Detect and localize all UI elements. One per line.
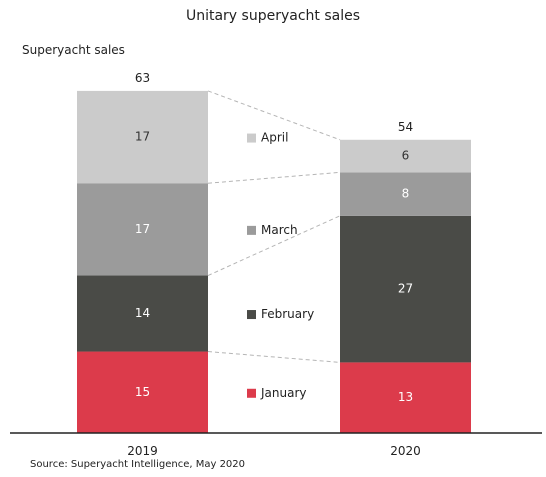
segment-value-april-2020: 6 xyxy=(402,149,410,163)
bar-segment-april-2020 xyxy=(340,139,471,173)
segment-value-january-2019: 15 xyxy=(135,385,150,399)
source-note: Source: Superyacht Intelligence, May 202… xyxy=(30,459,246,470)
bar-segment-february-2019 xyxy=(77,275,208,352)
connector-line xyxy=(207,215,341,276)
legend-swatch-february xyxy=(247,310,256,320)
segment-value-february-2020: 27 xyxy=(398,282,413,296)
total-label-2020: 54 xyxy=(398,120,413,134)
segment-value-april-2019: 17 xyxy=(135,130,150,144)
legend-swatch-january xyxy=(247,388,256,398)
bar-segment-march-2019 xyxy=(77,183,208,276)
bar-segment-january-2019 xyxy=(77,351,208,433)
total-label-2019: 63 xyxy=(135,71,150,85)
segment-value-march-2020: 8 xyxy=(402,187,410,201)
category-label-2019: 2019 xyxy=(127,444,158,458)
segment-value-february-2019: 14 xyxy=(135,306,150,320)
bar-segment-march-2020 xyxy=(340,172,471,216)
legend-label-february: February xyxy=(261,307,314,321)
chart-title: Unitary superyacht sales xyxy=(185,8,361,24)
connector-line xyxy=(207,351,341,363)
legend-label-march: March xyxy=(261,223,298,237)
legend-label-april: April xyxy=(261,131,288,145)
legend-label-january: January xyxy=(260,386,307,400)
connector-line xyxy=(207,171,341,184)
connector-line xyxy=(207,90,341,141)
category-label-2020: 2020 xyxy=(390,444,421,458)
y-axis-label: Superyacht sales xyxy=(22,43,125,57)
bar-segment-january-2020 xyxy=(340,362,471,433)
legend-swatch-april xyxy=(247,133,256,143)
bar-segment-april-2019 xyxy=(77,90,208,184)
legend-swatch-march xyxy=(247,225,256,235)
bar-segment-february-2020 xyxy=(340,215,471,363)
segment-value-march-2019: 17 xyxy=(135,222,150,236)
segment-value-january-2020: 13 xyxy=(398,390,413,404)
